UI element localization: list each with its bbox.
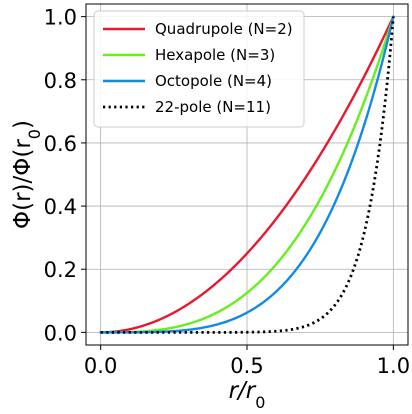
y-tick-label: 0.4	[44, 195, 77, 219]
x-axis-label: r/r0	[229, 378, 266, 412]
series-line-quadrupole-n-2	[99, 15, 395, 334]
y-tick-label: 0.2	[44, 258, 77, 282]
y-axis-label-close: )	[10, 120, 36, 129]
y-axis-label: Φ(r)/Φ(r0)	[10, 120, 44, 229]
legend-label: Octopole (N=4)	[155, 72, 272, 90]
series-line-octopole-n-4	[99, 15, 395, 334]
x-tick-label: 0.0	[84, 354, 117, 378]
legend-label: 22-pole (N=11)	[155, 98, 271, 116]
x-tick-label: 1.0	[377, 354, 410, 378]
y-axis-label-sub: 0	[25, 129, 44, 139]
y-axis-label-main: Φ(r)/Φ(r	[10, 139, 36, 229]
y-tick-label: 0.0	[44, 321, 77, 345]
legend-box	[93, 10, 305, 128]
series-group	[99, 15, 395, 334]
series-line-22-pole-n-11	[100, 16, 395, 334]
y-tick-label: 1.0	[44, 6, 77, 30]
x-tick-label: 0.5	[230, 354, 263, 378]
x-axis-label-sub: 0	[255, 393, 265, 412]
legend-label: Quadrupole (N=2)	[155, 20, 293, 38]
ticks: 0.0 0.5 1.0 0.0 0.2 0.4 0.6 0.8 1.0	[44, 6, 410, 378]
legend: Quadrupole (N=2) Hexapole (N=3) Octopole (…	[93, 10, 305, 128]
y-tick-label: 0.6	[44, 132, 77, 156]
legend-label: Hexapole (N=3)	[155, 46, 275, 64]
series-line-hexapole-n-3	[99, 15, 395, 334]
x-axis-label-main: r/r	[229, 378, 257, 404]
y-tick-label: 0.8	[44, 69, 77, 93]
